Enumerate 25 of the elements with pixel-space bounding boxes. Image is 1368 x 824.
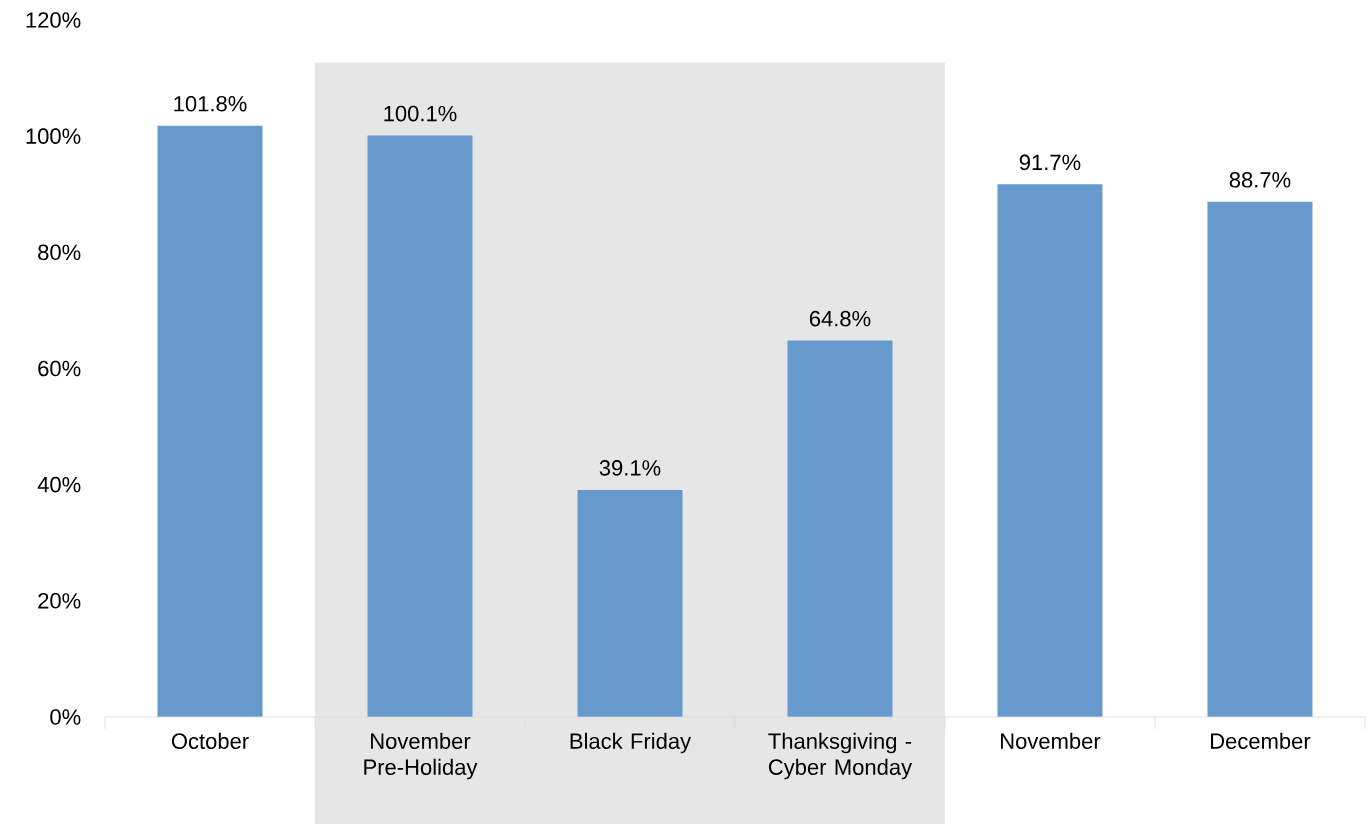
y-tick-label: 0% [50,709,81,725]
bar [1207,201,1313,717]
data-label: 100.1% [384,105,457,122]
y-tick-label: 100% [26,128,81,144]
x-tick-label: November [1001,732,1101,749]
y-tick-label: 60% [38,360,81,377]
x-tick-label: Thanksgiving - Cyber Monday [768,732,913,780]
x-tick-label: Black Friday [570,732,692,754]
bar [157,125,263,717]
bar [577,489,683,717]
y-tick-label: 120% [26,12,81,28]
y-tick-label: 20% [38,593,81,609]
y-tick-label: 80% [38,244,81,261]
bar [367,135,473,717]
bar [997,184,1103,717]
y-tick-label: 40% [37,476,81,493]
x-tick-label: December [1211,732,1311,749]
data-label: 88.7% [1229,172,1291,188]
data-label: 101.8% [174,95,247,112]
data-label: 91.7% [1019,154,1081,171]
data-label: 64.8% [809,310,871,327]
bar [787,340,893,717]
x-tick-label: November Pre-Holiday [364,732,478,780]
x-tick-label: October [171,732,249,749]
data-label: 39.1% [599,460,661,476]
